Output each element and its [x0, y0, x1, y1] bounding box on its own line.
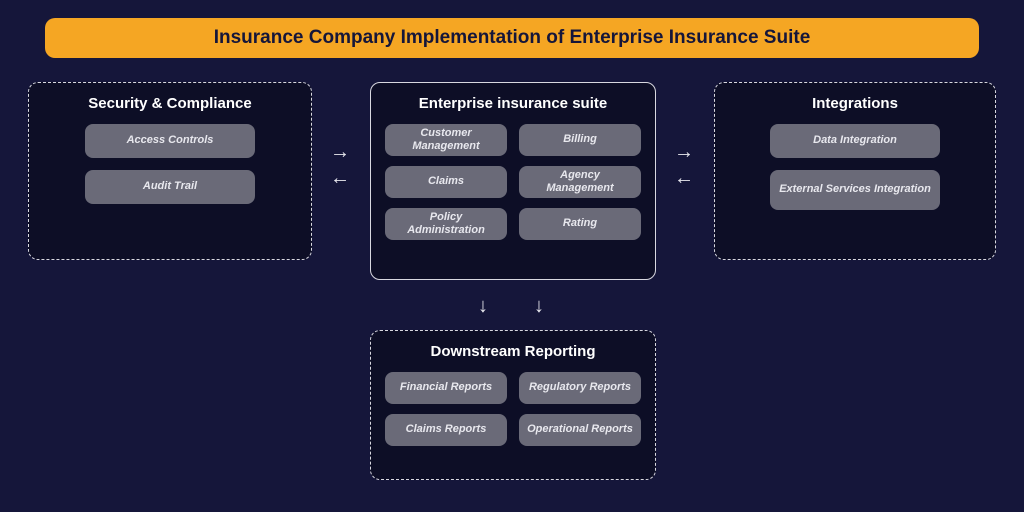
panel-downstream-title: Downstream Reporting — [385, 343, 641, 360]
pill-customer-management: Customer Management — [385, 124, 507, 156]
panel-downstream: Downstream Reporting Financial Reports R… — [370, 330, 656, 480]
arrow-right-icon: → — [330, 142, 350, 162]
panel-center-title: Enterprise insurance suite — [385, 95, 641, 112]
pill-regulatory-reports: Regulatory Reports — [519, 372, 641, 404]
panel-integrations: Integrations Data Integration External S… — [714, 82, 996, 260]
arrow-left-icon: ← — [330, 168, 350, 188]
arrow-down-icon: ↓ — [534, 296, 544, 316]
panel-security: Security & Compliance Access Controls Au… — [28, 82, 312, 260]
panel-center: Enterprise insurance suite Customer Mana… — [370, 82, 656, 280]
pill-agency-management: Agency Management — [519, 166, 641, 198]
pill-operational-reports: Operational Reports — [519, 414, 641, 446]
panel-security-title: Security & Compliance — [43, 95, 297, 112]
pill-claims: Claims — [385, 166, 507, 198]
pill-policy-administration: Policy Administration — [385, 208, 507, 240]
arrow-left-icon: ← — [674, 168, 694, 188]
page-title: Insurance Company Implementation of Ente… — [214, 27, 811, 49]
pill-audit-trail: Audit Trail — [85, 170, 255, 204]
pill-rating: Rating — [519, 208, 641, 240]
pill-financial-reports: Financial Reports — [385, 372, 507, 404]
pill-billing: Billing — [519, 124, 641, 156]
pill-external-services-integration: External Services Integration — [770, 170, 940, 210]
title-bar: Insurance Company Implementation of Ente… — [45, 18, 979, 58]
pill-claims-reports: Claims Reports — [385, 414, 507, 446]
arrow-down-icon: ↓ — [478, 296, 488, 316]
pill-data-integration: Data Integration — [770, 124, 940, 158]
panel-integrations-title: Integrations — [729, 95, 981, 112]
arrow-right-icon: → — [674, 142, 694, 162]
pill-access-controls: Access Controls — [85, 124, 255, 158]
